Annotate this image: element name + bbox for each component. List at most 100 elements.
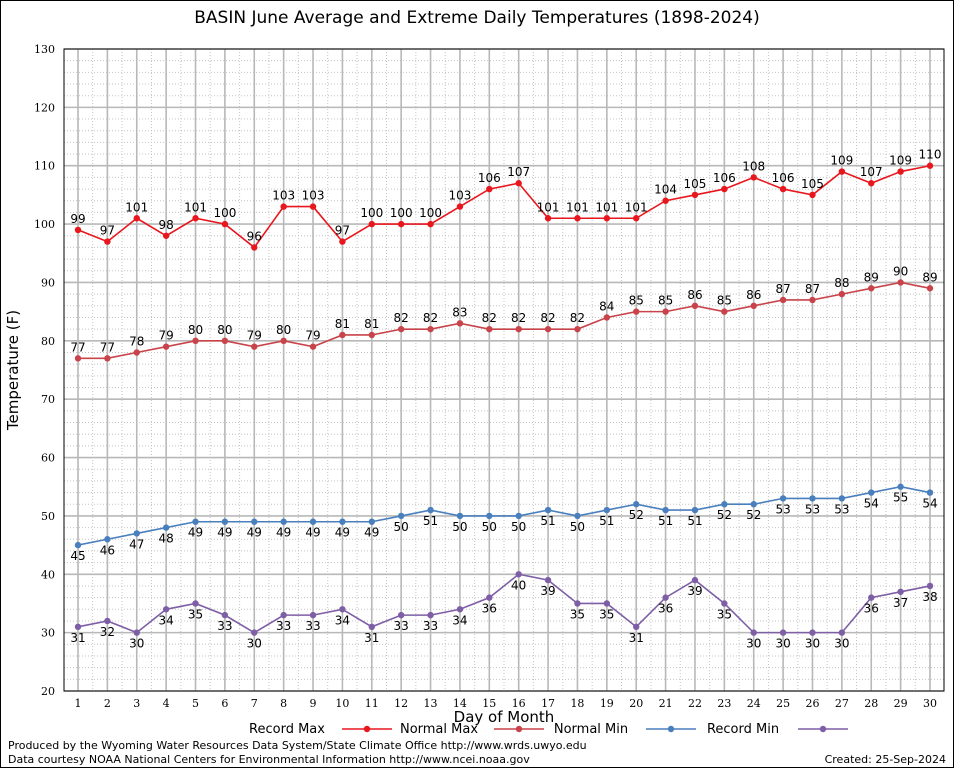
data-point (691, 576, 699, 584)
data-label: 101 (537, 200, 560, 214)
x-tick-label: 22 (688, 697, 702, 710)
data-point (544, 215, 552, 222)
data-label: 40 (511, 578, 526, 592)
data-point (221, 611, 229, 619)
data-point (339, 331, 346, 339)
x-tick-label: 15 (482, 697, 496, 710)
data-point (74, 226, 82, 234)
x-tick-label: 25 (776, 697, 790, 710)
data-label: 51 (423, 514, 438, 528)
y-tick-label: 40 (41, 568, 55, 581)
data-point (603, 506, 611, 514)
data-point (574, 325, 581, 333)
x-tick-label: 11 (365, 697, 379, 710)
data-label: 82 (423, 311, 438, 325)
data-point (750, 629, 757, 636)
data-label: 77 (100, 340, 115, 354)
data-point (221, 337, 229, 345)
data-label: 50 (482, 520, 497, 534)
data-point (515, 571, 522, 578)
data-label: 30 (247, 637, 262, 651)
data-label: 30 (834, 637, 849, 651)
y-tick-label: 130 (34, 43, 55, 56)
data-label: 86 (687, 288, 702, 302)
data-label: 39 (687, 584, 702, 598)
data-label: 82 (394, 311, 409, 325)
data-point (926, 162, 934, 169)
data-point (280, 337, 287, 345)
data-point (897, 588, 904, 595)
data-point (427, 220, 434, 228)
data-point (809, 296, 816, 304)
data-label: 105 (684, 177, 707, 191)
data-label: 35 (599, 607, 614, 621)
data-label: 36 (864, 602, 879, 616)
data-label: 82 (570, 311, 585, 325)
data-label: 110 (919, 148, 942, 162)
data-label: 85 (717, 294, 732, 308)
data-label: 97 (100, 224, 115, 238)
x-tick-label: 26 (805, 697, 819, 710)
data-label: 106 (478, 171, 501, 185)
data-point (456, 320, 464, 327)
data-point (251, 518, 258, 525)
data-label: 78 (129, 334, 144, 348)
data-point (868, 180, 875, 187)
x-tick-label: 4 (163, 697, 170, 710)
data-label: 45 (70, 549, 85, 563)
series-line-normal-max (78, 281, 931, 360)
legend-swatch-point (819, 725, 827, 733)
data-label: 52 (717, 508, 732, 522)
data-label: 90 (893, 264, 908, 278)
y-tick-label: 120 (34, 101, 55, 114)
data-point (779, 185, 787, 193)
data-label: 49 (188, 526, 203, 540)
plot-border (63, 48, 945, 692)
data-point (309, 343, 317, 350)
data-point (162, 606, 170, 613)
data-point (926, 489, 934, 496)
data-point (251, 343, 258, 350)
data-point (838, 629, 846, 636)
data-point (368, 623, 375, 630)
x-tick-label: 24 (747, 697, 761, 710)
data-label: 49 (364, 526, 379, 540)
data-point (486, 185, 493, 193)
legend-swatch-point (515, 725, 523, 733)
data-label: 30 (129, 637, 144, 651)
x-tick-label: 27 (835, 697, 849, 710)
data-label: 39 (540, 584, 555, 598)
data-point (456, 512, 464, 520)
data-point (251, 629, 258, 636)
data-point (750, 302, 757, 309)
y-tick-label: 70 (41, 393, 55, 406)
data-label: 83 (452, 305, 467, 319)
data-point (456, 606, 464, 613)
data-point (544, 576, 552, 584)
data-point (838, 168, 846, 175)
data-label: 104 (654, 183, 677, 197)
data-point (368, 331, 375, 339)
x-tick-label: 21 (659, 697, 673, 710)
created-date: Created: 25-Sep-2024 (824, 753, 946, 766)
data-point (779, 296, 787, 304)
data-label: 84 (599, 299, 614, 313)
data-point (456, 203, 464, 210)
data-point (779, 629, 787, 636)
data-label: 96 (247, 229, 262, 243)
x-tick-label: 8 (280, 697, 287, 710)
data-label: 31 (364, 631, 379, 645)
data-point (221, 518, 229, 525)
data-point (280, 203, 287, 210)
data-point (691, 506, 699, 514)
data-label: 33 (276, 619, 291, 633)
data-label: 101 (125, 200, 148, 214)
data-point (133, 215, 140, 222)
data-label: 107 (507, 165, 530, 179)
data-label: 85 (658, 294, 673, 308)
data-point (633, 215, 640, 222)
y-tick-label: 50 (41, 510, 55, 523)
data-label: 50 (452, 520, 467, 534)
x-tick-label: 6 (221, 697, 228, 710)
